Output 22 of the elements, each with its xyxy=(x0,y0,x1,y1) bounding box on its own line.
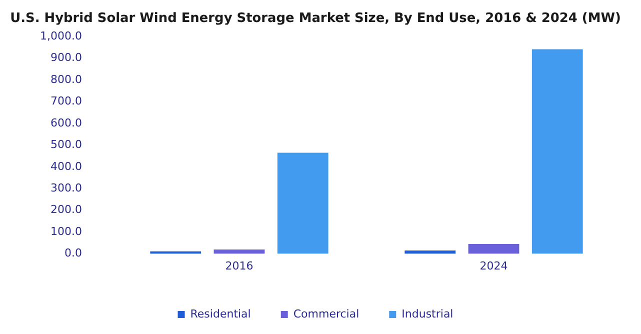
y-tick-label: 200.0 xyxy=(50,203,82,216)
y-tick-label: 700.0 xyxy=(50,94,82,108)
y-tick-label: 900.0 xyxy=(50,51,82,64)
y-tick-label: 400.0 xyxy=(50,160,82,173)
bar xyxy=(468,244,520,254)
legend-label: Industrial xyxy=(402,307,454,320)
chart-title: U.S. Hybrid Solar Wind Energy Storage Market Size, By End Use, 2016 & 2024 (MW) xyxy=(10,11,621,26)
x-tick-label: 2016 xyxy=(225,259,254,272)
y-tick-label: 600.0 xyxy=(50,116,82,130)
y-tick-label: 1,000.0 xyxy=(40,29,82,42)
y-tick-label: 500.0 xyxy=(50,138,82,152)
y-tick-label: 300.0 xyxy=(50,182,82,194)
bar xyxy=(404,250,456,254)
y-tick-label: 100.0 xyxy=(50,224,82,238)
y-tick-label: 800.0 xyxy=(50,72,82,86)
bar xyxy=(277,152,328,254)
y-tick-label: 0.0 xyxy=(64,246,82,260)
legend-label: Residential xyxy=(190,307,251,320)
legend-label: Commercial xyxy=(293,307,360,320)
bar xyxy=(532,49,583,254)
x-tick-label: 2024 xyxy=(480,259,508,272)
bar xyxy=(214,249,265,254)
